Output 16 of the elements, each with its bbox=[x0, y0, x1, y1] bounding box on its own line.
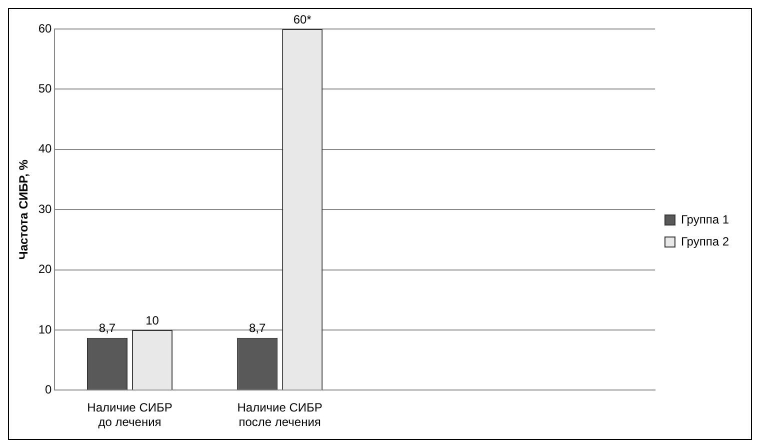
data-label: 60* bbox=[293, 12, 312, 26]
y-tick-label: 40 bbox=[38, 142, 52, 156]
x-tick-label: Наличие СИБР после лечения bbox=[237, 400, 322, 430]
y-tick-label: 10 bbox=[38, 322, 52, 336]
y-tick-label: 20 bbox=[38, 262, 52, 276]
y-tick-label: 0 bbox=[45, 382, 52, 397]
y-tick-label: 60 bbox=[38, 21, 52, 36]
data-label: 8,7 bbox=[248, 321, 266, 336]
legend-label: Группа 2 bbox=[680, 234, 730, 248]
y-tick-label: 50 bbox=[38, 82, 52, 96]
data-label: 8,7 bbox=[98, 321, 116, 336]
y-tick-label: 30 bbox=[38, 202, 52, 216]
y-axis-title: Частота СИБР, % bbox=[16, 159, 31, 260]
x-tick-label: Наличие СИБР до лечения bbox=[87, 400, 172, 430]
data-label: 10 bbox=[146, 313, 160, 328]
legend-label: Группа 1 bbox=[680, 212, 730, 226]
